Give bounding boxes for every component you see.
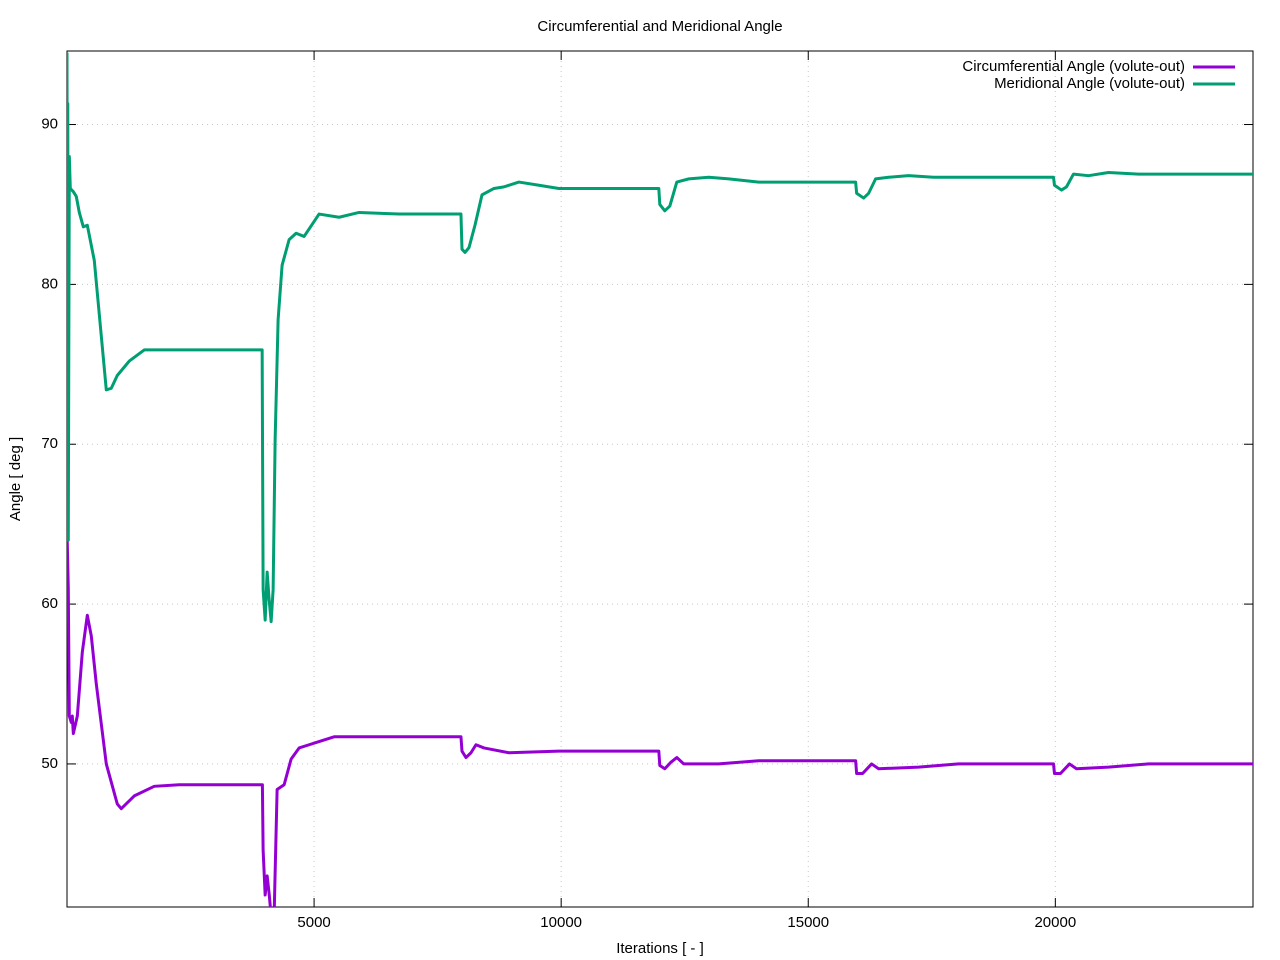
y-tick-label: 60 <box>41 595 58 612</box>
y-tick-label: 70 <box>41 435 58 452</box>
plot-area <box>67 52 1253 907</box>
data-line <box>67 52 1253 624</box>
legend-label: Circumferential Angle (volute-out) <box>962 58 1185 75</box>
plot-frame <box>66 50 1254 908</box>
legend-label: Meridional Angle (volute-out) <box>994 75 1185 92</box>
y-tick-label: 90 <box>41 116 58 133</box>
x-axis-label: Iterations [ - ] <box>616 940 704 957</box>
data-line <box>67 530 1253 907</box>
x-tick-label: 10000 <box>540 914 582 931</box>
y-tick-label: 80 <box>41 275 58 292</box>
chart-title: Circumferential and Meridional Angle <box>537 18 782 35</box>
x-tick-label: 5000 <box>297 914 330 931</box>
y-tick-label: 50 <box>41 755 58 772</box>
y-axis-label: Angle [ deg ] <box>7 437 24 521</box>
x-tick-label: 20000 <box>1034 914 1076 931</box>
x-tick-label: 15000 <box>787 914 829 931</box>
